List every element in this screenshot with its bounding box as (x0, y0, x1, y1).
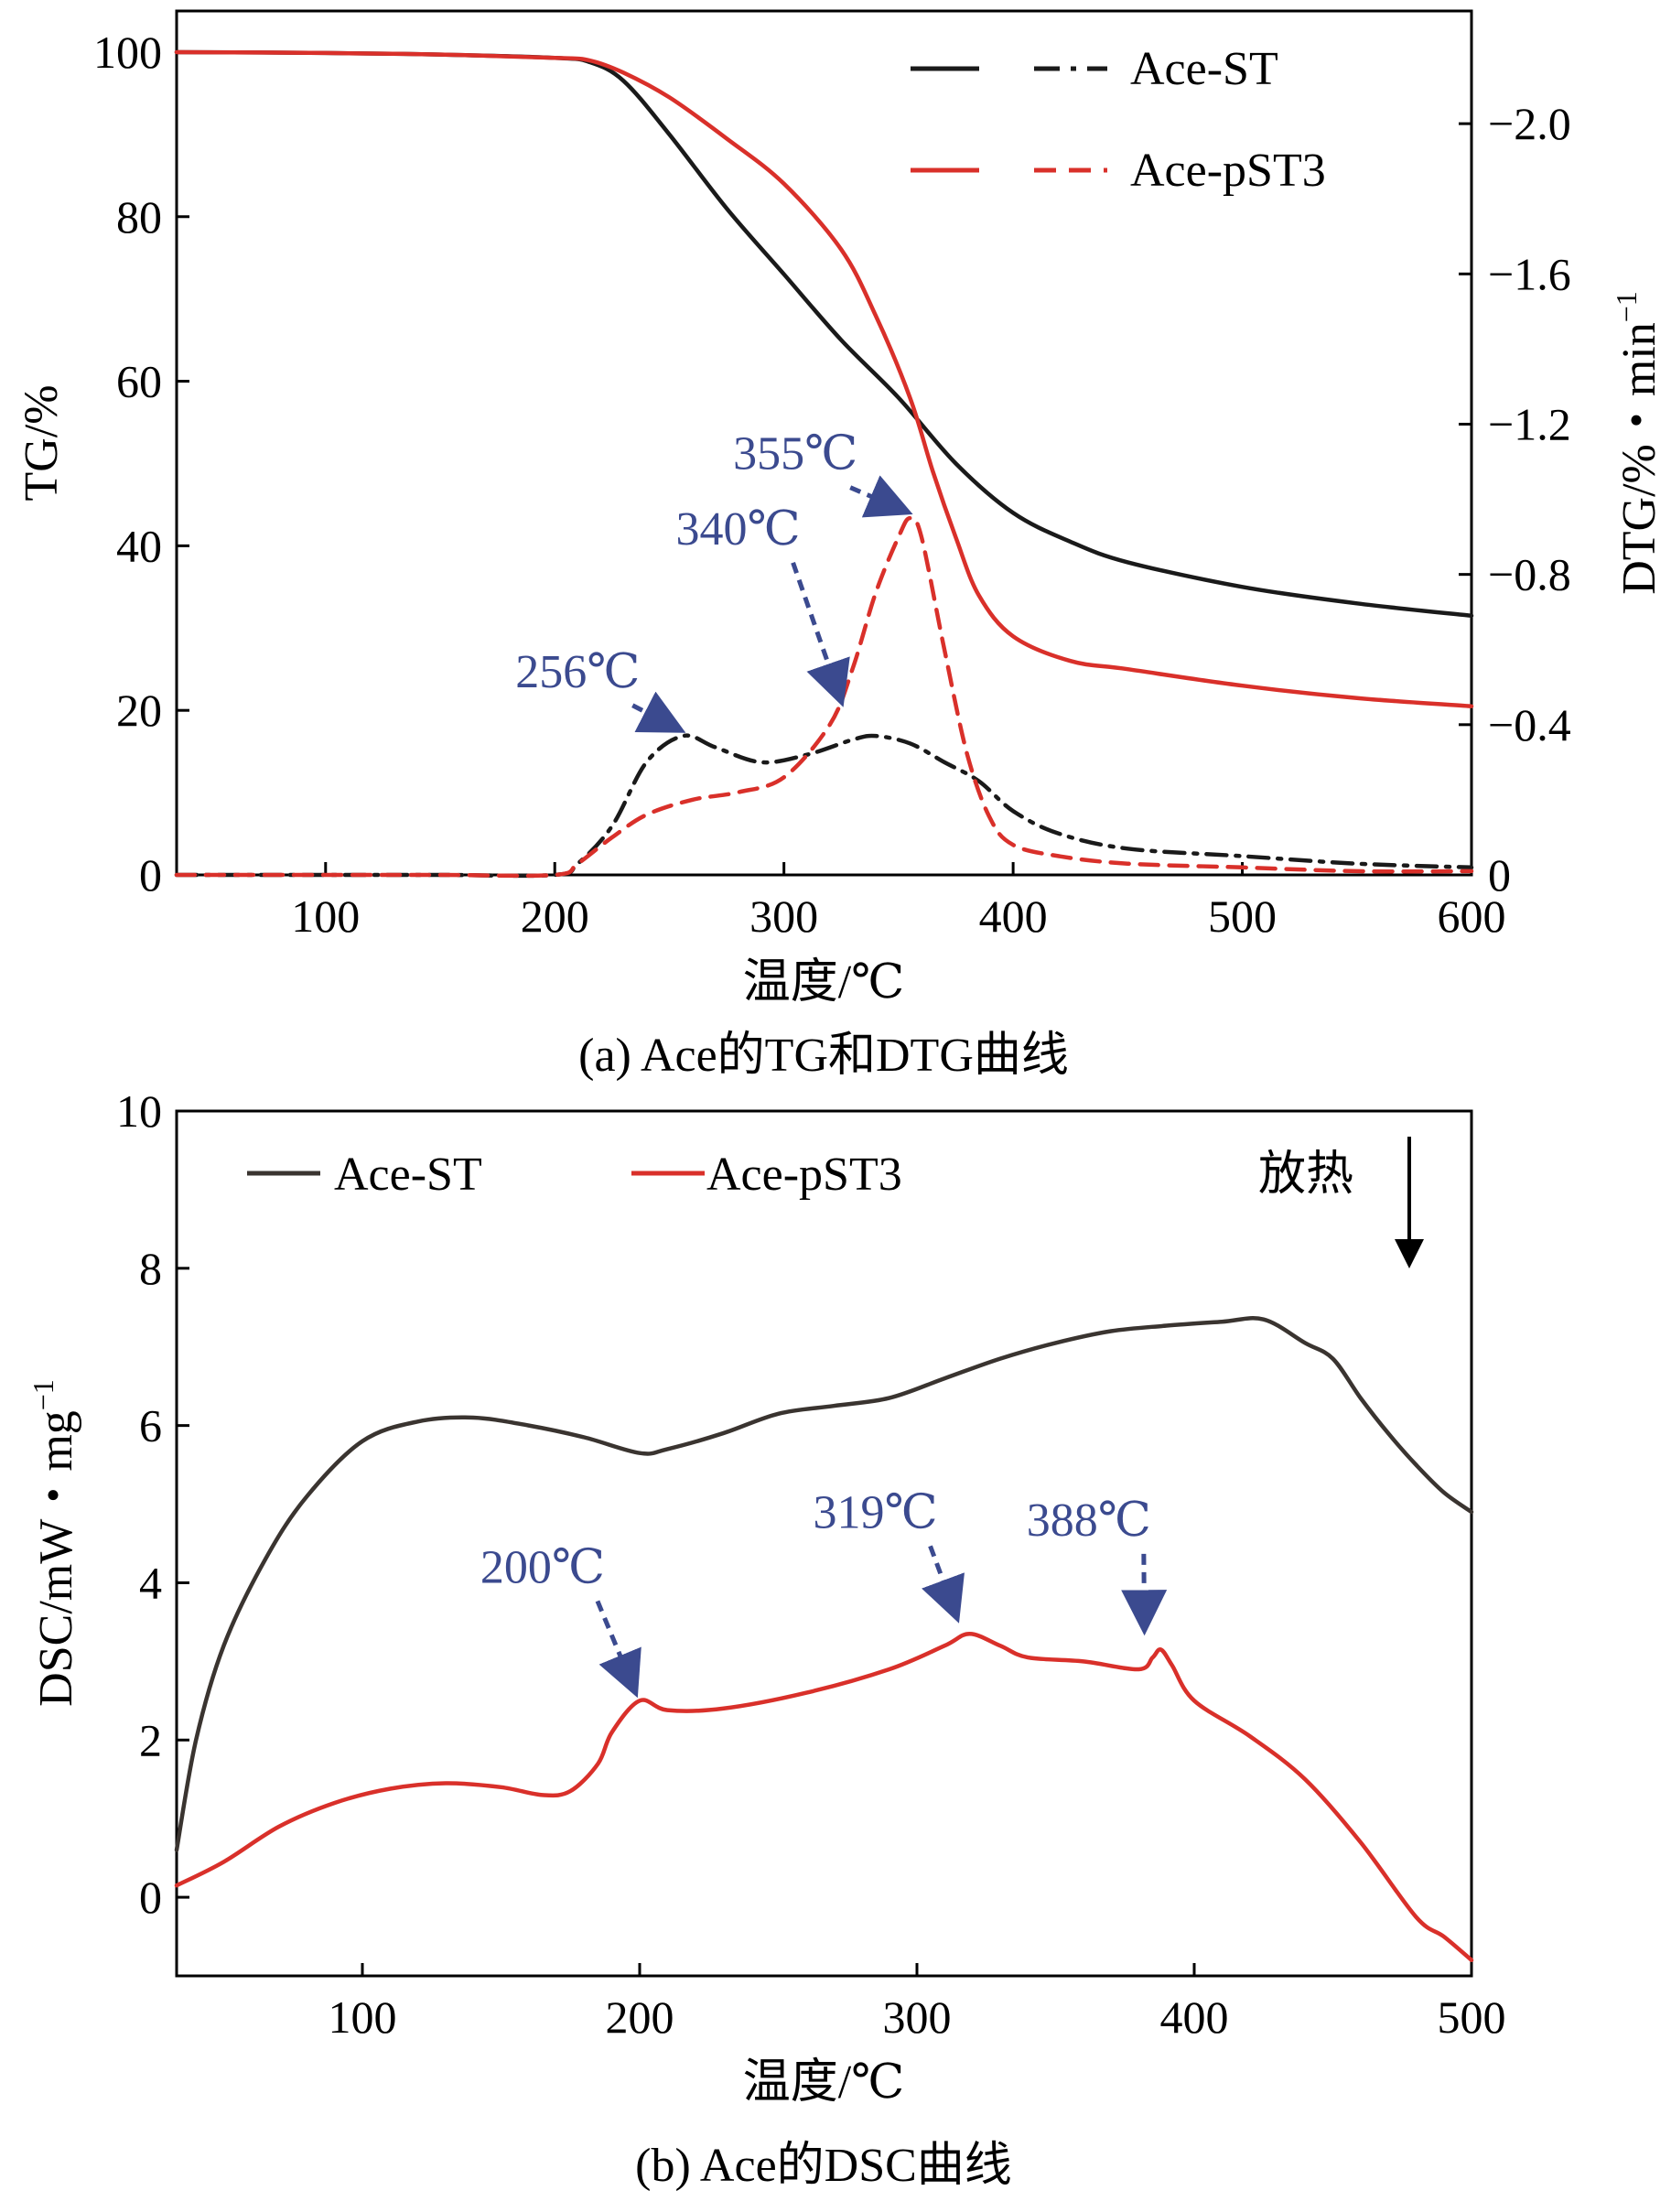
b-x-tick-label: 200 (606, 1991, 674, 2043)
x-axis-title-b: 温度/℃ (743, 2056, 905, 2109)
x-tick-labels-a: 100 200 300 400 500 600 (291, 890, 1505, 942)
x-axis-title-a: 温度/℃ (743, 956, 905, 1009)
a-y2-tick-label: −0.8 (1488, 549, 1571, 600)
a-annotation-arrow-icon (631, 691, 686, 733)
a-annotation-label: 355℃ (733, 428, 857, 480)
b-y-tick-label: 0 (139, 1872, 162, 1923)
a-x-tick-label: 100 (291, 890, 360, 942)
b-x-tick-label: 100 (329, 1991, 397, 2043)
b-y-tick-label: 8 (139, 1243, 162, 1294)
plot-frame-b (175, 1109, 1473, 1978)
b-annotation-arrow-icon (922, 1545, 965, 1624)
a-series-0-line (174, 49, 1474, 619)
b-x-tick-label: 400 (1160, 1991, 1229, 2043)
b-annotation-label: 200℃ (480, 1541, 605, 1593)
b-x-tick-label: 300 (883, 1991, 952, 2043)
y2-tick-labels-a: 0 −0.4 −0.8 −1.2 −1.6 −2.0 (1488, 98, 1571, 901)
caption-b: (b) Ace的DSC曲线 (635, 2140, 1012, 2192)
a-x-tick-label: 600 (1438, 890, 1506, 942)
b-series-0-line (174, 1316, 1474, 1852)
legend-b-st-label: Ace-ST (334, 1149, 482, 1201)
b-y-tick-label: 6 (139, 1400, 162, 1451)
legend-b-pst3-label: Ace-pST3 (706, 1149, 902, 1201)
b-y-tick-label: 2 (139, 1714, 162, 1765)
a-annotation-label: 340℃ (675, 503, 800, 556)
y-axis-title-b: DSC/mW・mg−1 (27, 1379, 82, 1707)
y-axis-title-a: TG/% (16, 384, 68, 501)
annotations-b: 200℃ 319℃ 388℃ (480, 1486, 1168, 1699)
legend-a-pst3-label: Ace-pST3 (1130, 145, 1326, 197)
y-tick-labels-a: 0 20 40 60 80 100 (93, 27, 162, 901)
a-x-tick-label: 200 (521, 890, 589, 942)
a-y2-tick-label: −1.2 (1488, 398, 1571, 449)
a-y2-tick-label: −2.0 (1488, 98, 1571, 149)
legend-a: Ace-ST Ace-pST3 (911, 43, 1326, 197)
a-x-tick-label: 500 (1208, 890, 1277, 942)
a-x-tick-label: 400 (979, 890, 1048, 942)
b-y-tick-label: 10 (116, 1085, 162, 1137)
a-y-tick-label: 60 (116, 356, 162, 407)
b-y-tick-label: 4 (139, 1557, 162, 1608)
y-axis-title-text-b: DSC/mW・mg (30, 1410, 82, 1707)
a-y-tick-label: 20 (116, 685, 162, 736)
y2-axis-title-a: DTG/%・min−1 (1610, 291, 1666, 595)
tick-marks-b (177, 1109, 1473, 1976)
b-series-1-line (174, 1632, 1474, 1963)
b-annotation-arrow-icon (595, 1600, 641, 1699)
a-y-tick-label: 80 (116, 191, 162, 243)
legend-a-st-label: Ace-ST (1130, 43, 1278, 95)
a-series-2-line (174, 733, 1474, 879)
a-y-tick-label: 0 (139, 849, 162, 901)
a-y2-tick-label: −0.4 (1488, 699, 1571, 750)
y-tick-labels-b: 0 2 4 6 8 10 (116, 1085, 162, 1923)
a-series-3-line (174, 515, 1474, 879)
caption-a: (a) Ace的TG和DTG曲线 (578, 1030, 1069, 1082)
a-y-tick-label: 100 (93, 27, 162, 78)
b-annotation-label: 388℃ (1027, 1494, 1151, 1547)
series-a (174, 49, 1474, 879)
a-y2-tick-label: 0 (1488, 849, 1511, 901)
y2-axis-title-sup-a: −1 (1610, 291, 1643, 322)
a-annotation-arrow-icon (849, 475, 913, 518)
b-annotation-arrow-icon (1121, 1553, 1168, 1636)
b-x-tick-label: 500 (1438, 1991, 1506, 2043)
b-annotation-label: 319℃ (813, 1486, 937, 1538)
panel-a-tg-dtg: 100 200 300 400 500 600 0 20 40 60 80 100 0 −0.4 −0.… (16, 9, 1666, 1082)
x-tick-labels-b: 100 200 300 400 500 (329, 1991, 1506, 2043)
a-y-tick-label: 40 (116, 520, 162, 571)
exotherm-label: 放热 (1258, 1149, 1353, 1201)
y2-axis-title-text-a: DTG/%・min (1613, 322, 1666, 595)
a-annotation-arrow-icon (791, 561, 850, 707)
a-y2-tick-label: −1.6 (1488, 248, 1571, 299)
panel-b-dsc: 100 200 300 400 500 0 2 4 6 8 10 200℃ 319℃ 388℃ 温度/… (27, 1085, 1506, 2192)
a-annotation-label: 256℃ (515, 646, 640, 698)
plot-frame-a (175, 9, 1473, 877)
a-x-tick-label: 300 (749, 890, 818, 942)
y-axis-title-sup-b: −1 (27, 1379, 59, 1410)
series-b (174, 1316, 1474, 1963)
annotations-a: 256℃ 340℃ 355℃ (515, 428, 913, 733)
a-series-1-line (174, 49, 1474, 708)
legend-b: Ace-ST Ace-pST3 (247, 1149, 902, 1201)
